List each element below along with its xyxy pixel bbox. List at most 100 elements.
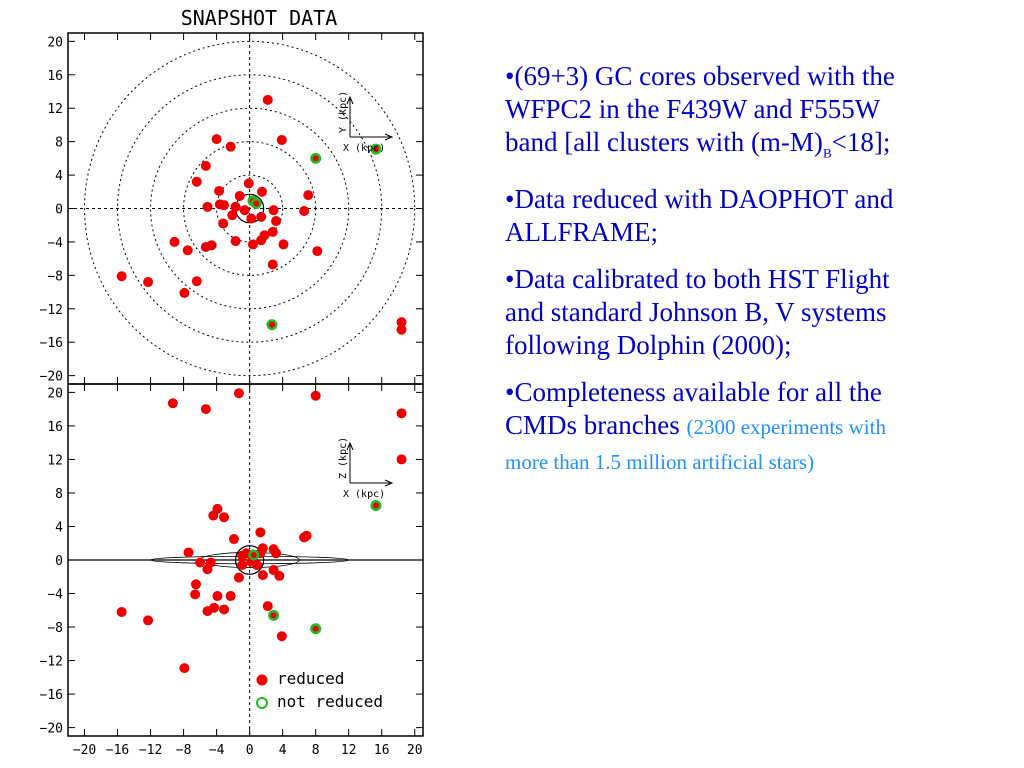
y-tick-label: 12 bbox=[47, 102, 63, 117]
bullet-observations-text: •(69+3) GC cores observed with the WFPC2… bbox=[505, 61, 895, 157]
point-reduced bbox=[256, 235, 267, 246]
point-reduced bbox=[396, 324, 407, 335]
x-axis-tick-labels: −20 −16 −12 −8 −4 0 4 8 12 16 20 bbox=[73, 743, 423, 758]
point-reduced bbox=[212, 591, 223, 602]
panel-plot-area bbox=[68, 33, 423, 384]
point-reduced bbox=[208, 510, 219, 521]
chart-title: SNAPSHOT DATA bbox=[181, 6, 338, 30]
point-reduced bbox=[262, 94, 273, 105]
bullet-observations-subscript: B bbox=[822, 145, 832, 161]
panel-plot-area bbox=[68, 384, 423, 736]
point-not-reduced-core bbox=[250, 551, 257, 558]
point-reduced bbox=[179, 287, 190, 298]
x-tick-label: 16 bbox=[374, 743, 390, 758]
point-reduced bbox=[276, 631, 287, 642]
top-panel: −20 −16 −12 −8 −4 0 4 8 12 16 20 Y (kpc) X (kpc) bbox=[40, 32, 424, 385]
point-reduced bbox=[202, 606, 213, 617]
point-reduced bbox=[169, 236, 180, 247]
y-tick-label: −20 bbox=[40, 370, 63, 385]
point-not-reduced-core bbox=[312, 625, 319, 632]
legend-label-reduced: reduced bbox=[277, 669, 344, 688]
y-tick-label: 0 bbox=[55, 203, 63, 218]
point-reduced bbox=[299, 206, 310, 217]
point-reduced bbox=[267, 226, 278, 237]
point-reduced bbox=[310, 390, 321, 401]
point-reduced bbox=[218, 218, 229, 229]
bullet-calibration: •Data calibrated to both HST Flight and … bbox=[505, 264, 890, 361]
point-reduced bbox=[183, 547, 194, 558]
point-reduced bbox=[219, 512, 230, 523]
x-tick-label: 20 bbox=[407, 743, 423, 758]
y-tick-label: 20 bbox=[47, 35, 63, 50]
point-reduced bbox=[230, 201, 241, 212]
point-reduced bbox=[219, 200, 230, 211]
point-reduced bbox=[271, 216, 282, 227]
x-tick-label: −20 bbox=[73, 743, 96, 758]
x-tick-label: −12 bbox=[139, 743, 162, 758]
point-reduced bbox=[225, 591, 236, 602]
x-tick-label: −16 bbox=[106, 743, 129, 758]
x-tick-label: 4 bbox=[279, 743, 287, 758]
ring-4kpc bbox=[216, 174, 284, 243]
snapshot-chart: SNAPSHOT DATA −20 −16 −12 −8 −4 0 4 8 12 16 20 Y (k… bbox=[40, 6, 424, 758]
point-reduced bbox=[143, 615, 154, 626]
point-not-reduced-core bbox=[253, 200, 260, 207]
point-reduced bbox=[190, 579, 201, 590]
point-reduced bbox=[200, 160, 211, 171]
point-reduced bbox=[228, 534, 239, 545]
axis-key-ylabel: Z (kpc) bbox=[338, 437, 349, 479]
point-reduced bbox=[262, 601, 273, 612]
point-reduced bbox=[268, 205, 279, 216]
point-reduced bbox=[271, 548, 282, 559]
arrowhead-icon bbox=[384, 479, 394, 487]
point-reduced bbox=[239, 205, 250, 216]
point-reduced bbox=[267, 259, 278, 270]
y-tick-label: 0 bbox=[55, 554, 63, 569]
point-reduced bbox=[227, 210, 238, 221]
point-reduced bbox=[303, 190, 314, 201]
point-reduced bbox=[167, 398, 178, 409]
point-reduced bbox=[255, 527, 266, 538]
y-tick-label: −16 bbox=[40, 336, 63, 351]
arrowhead-icon bbox=[384, 133, 394, 141]
point-reduced bbox=[179, 663, 190, 674]
y-tick-label: −8 bbox=[47, 269, 63, 284]
x-tick-label: 0 bbox=[246, 743, 254, 758]
y-tick-label: 12 bbox=[47, 453, 63, 468]
y-tick-label: 16 bbox=[47, 420, 63, 435]
point-reduced bbox=[257, 186, 268, 197]
point-reduced bbox=[211, 134, 222, 145]
point-reduced bbox=[237, 560, 248, 571]
bullet-observations-end: <18]; bbox=[831, 127, 891, 157]
legend-marker-not-reduced bbox=[256, 697, 268, 709]
legend-label-not-reduced: not reduced bbox=[277, 692, 383, 711]
x-tick-label: 12 bbox=[341, 743, 357, 758]
y-tick-label: 20 bbox=[47, 386, 63, 401]
bulge-circle bbox=[234, 545, 265, 575]
y-tick-label: −12 bbox=[40, 303, 63, 318]
point-reduced bbox=[182, 245, 193, 256]
bullet-observations: •(69+3) GC cores observed with the WFPC2… bbox=[505, 60, 915, 169]
point-reduced bbox=[202, 564, 213, 575]
point-reduced bbox=[396, 317, 407, 328]
point-reduced bbox=[256, 211, 267, 222]
point-reduced bbox=[116, 606, 127, 617]
bullet-completeness: •Completeness available for all the CMDs… bbox=[505, 376, 915, 479]
point-not-reduced-core bbox=[372, 502, 379, 509]
y-tick-label: −4 bbox=[47, 236, 63, 251]
y-tick-label: −4 bbox=[47, 588, 63, 603]
point-not-reduced-core bbox=[268, 321, 275, 328]
y-tick-label: 8 bbox=[55, 136, 63, 151]
point-reduced bbox=[257, 543, 268, 554]
point-reduced bbox=[200, 404, 211, 415]
point-reduced bbox=[143, 277, 154, 288]
point-reduced bbox=[246, 213, 257, 224]
point-reduced bbox=[274, 570, 285, 581]
point-reduced bbox=[219, 604, 230, 615]
point-reduced bbox=[396, 454, 407, 465]
ring-12kpc bbox=[150, 107, 350, 310]
axis-key-xlabel: X (kpc) bbox=[343, 143, 385, 154]
point-reduced bbox=[190, 589, 201, 600]
point-reduced bbox=[202, 201, 213, 212]
point-reduced bbox=[257, 570, 268, 581]
